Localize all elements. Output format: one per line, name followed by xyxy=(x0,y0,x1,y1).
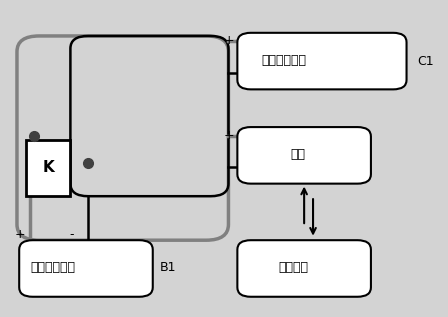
FancyBboxPatch shape xyxy=(237,33,406,89)
FancyBboxPatch shape xyxy=(19,240,153,297)
Text: +: + xyxy=(224,129,235,142)
Text: 电能: 电能 xyxy=(290,148,305,161)
Text: 电池储能系统: 电池储能系统 xyxy=(30,261,75,274)
Text: +: + xyxy=(224,34,235,47)
Text: 其他能量: 其他能量 xyxy=(278,261,308,274)
Text: -: - xyxy=(227,161,232,174)
Text: K: K xyxy=(42,160,54,175)
FancyBboxPatch shape xyxy=(237,127,371,184)
Text: -: - xyxy=(227,67,232,80)
FancyBboxPatch shape xyxy=(237,240,371,297)
Text: +: + xyxy=(15,228,26,241)
Text: B1: B1 xyxy=(159,261,176,274)
FancyBboxPatch shape xyxy=(26,140,70,196)
Text: C1: C1 xyxy=(418,55,434,68)
Text: 中间储能系统: 中间储能系统 xyxy=(262,54,306,67)
Text: -: - xyxy=(69,228,74,241)
